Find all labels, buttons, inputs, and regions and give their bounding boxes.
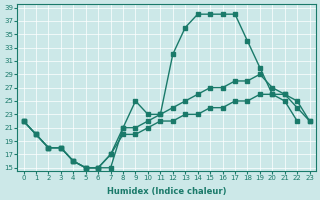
X-axis label: Humidex (Indice chaleur): Humidex (Indice chaleur) xyxy=(107,187,226,196)
